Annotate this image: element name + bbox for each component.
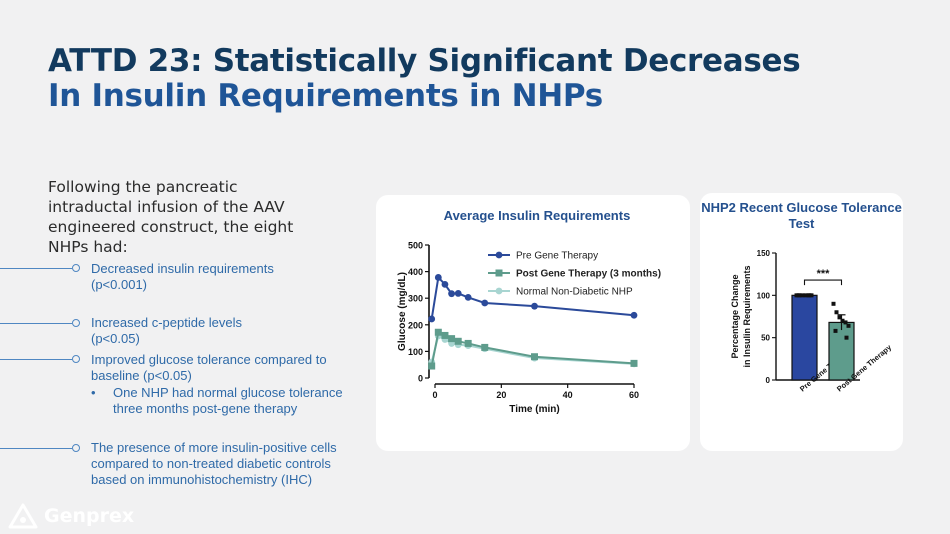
x-tick-label: 40 — [563, 390, 573, 400]
data-point — [803, 293, 808, 298]
y-tick-label: 300 — [408, 294, 423, 304]
logo: Genprex — [8, 503, 134, 529]
bullet-circle-icon — [72, 319, 80, 327]
x-tick-label: 0 — [432, 390, 437, 400]
bullet-connector-line — [0, 448, 72, 449]
data-point — [846, 323, 851, 328]
legend-label: Post Gene Therapy (3 months) — [516, 269, 661, 280]
sub-bullet-text: One NHP had normal glucose tolerance thr… — [113, 385, 343, 416]
chart-title: Average Insulin Requirements — [443, 208, 631, 223]
bullet-item: Decreased insulin requirements (p<0.001) — [91, 261, 274, 292]
data-point — [796, 293, 801, 298]
bullet-connector-line — [0, 268, 72, 269]
data-point — [837, 315, 842, 320]
data-point — [454, 290, 462, 297]
y-axis-label: Percentage Change — [730, 274, 740, 358]
y-axis-label: in Insulin Requirements — [742, 265, 752, 367]
y-axis-label: Glucose (mg/dL) — [397, 272, 408, 351]
data-point — [434, 274, 442, 281]
title-line-1: ATTD 23: Statistically Significant Decre… — [48, 43, 801, 79]
bullet-item: Improved glucose tolerance compared to b… — [91, 352, 327, 383]
data-point — [843, 320, 848, 325]
logo-text: Genprex — [44, 505, 135, 527]
data-point — [481, 299, 489, 307]
bullet-item: Increased c-peptide levels (p<0.05) — [91, 315, 243, 346]
bullet-circle-icon — [72, 444, 80, 452]
data-point — [428, 315, 436, 323]
series-line — [430, 275, 635, 320]
data-point — [800, 293, 805, 298]
data-point — [428, 362, 436, 370]
y-tick-label: 200 — [408, 320, 423, 330]
data-point — [464, 339, 472, 347]
sub-bullet-marker: • — [91, 385, 96, 400]
y-tick-label: 0 — [766, 376, 771, 385]
significance-label: *** — [817, 268, 831, 280]
data-point — [454, 337, 462, 345]
y-tick-label: 150 — [757, 249, 771, 258]
y-tick-label: 100 — [757, 291, 771, 300]
data-point — [441, 331, 449, 339]
title-line-2: In Insulin Requirements in NHPs — [48, 78, 603, 114]
data-point — [434, 328, 442, 336]
data-point — [448, 290, 455, 298]
bar — [828, 321, 855, 381]
y-tick-label: 0 — [418, 374, 423, 384]
data-point — [441, 280, 449, 288]
bullet-circle-icon — [72, 355, 80, 363]
data-point — [831, 301, 836, 306]
x-tick-label: 20 — [496, 390, 506, 400]
data-point — [531, 353, 538, 361]
y-tick-label: 500 — [408, 241, 423, 251]
intro-text: Following the pancreatic intraductal inf… — [48, 178, 294, 256]
data-point — [464, 294, 472, 301]
slide-title: ATTD 23: Statistically Significant Decre… — [48, 43, 801, 114]
x-axis-label: Time (min) — [509, 404, 559, 415]
bullet-connector-line — [0, 359, 72, 360]
data-point — [840, 318, 845, 323]
legend-marker — [495, 287, 503, 295]
y-tick-label: 400 — [408, 267, 423, 277]
bullet-item: The presence of more insulin-positive ce… — [91, 440, 337, 487]
legend-label: Pre Gene Therapy — [516, 251, 598, 262]
legend-marker — [495, 251, 503, 259]
data-point — [844, 335, 849, 340]
data-point — [481, 343, 489, 351]
data-point — [448, 335, 456, 343]
data-point — [833, 328, 838, 333]
data-point — [807, 293, 812, 298]
bar — [791, 294, 818, 381]
genprex-logo-icon — [8, 503, 38, 529]
y-tick-label: 100 — [408, 347, 423, 357]
legend-marker — [495, 269, 503, 277]
significance-bracket — [803, 279, 843, 286]
bullet-connector-line — [0, 323, 72, 324]
data-point — [834, 310, 839, 315]
x-tick-label: 60 — [629, 390, 639, 400]
legend-label: Normal Non-Diabetic NHP — [516, 287, 633, 298]
chart-title: NHP2 Recent Glucose Tolerance Test — [701, 200, 902, 231]
data-point — [630, 311, 638, 319]
y-tick-label: 50 — [761, 334, 770, 343]
data-point — [531, 302, 538, 310]
bullet-circle-icon — [72, 264, 80, 272]
data-point — [630, 359, 638, 367]
